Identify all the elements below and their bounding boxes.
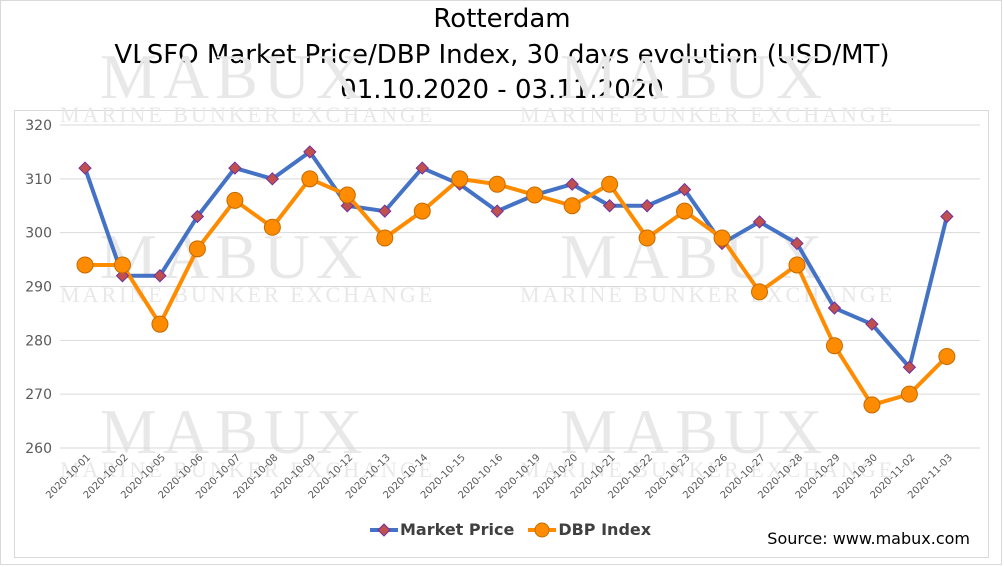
y-tick-label: 320	[25, 118, 52, 134]
watermark-tagline: MARINE BUNKER EXCHANGE	[60, 102, 435, 127]
market-price-point	[752, 215, 767, 229]
y-tick-label: 270	[25, 387, 52, 403]
gridlines	[60, 124, 980, 449]
watermark-brand: MABUX	[560, 396, 828, 467]
watermark-brand: MABUX	[560, 41, 828, 112]
market-price-point	[865, 317, 879, 331]
dbp-index-point	[226, 191, 244, 209]
series-line-dbp-index	[85, 176, 949, 407]
dbp-index-point	[488, 175, 506, 193]
market-price-point	[490, 204, 504, 218]
dbp-index-point	[638, 229, 656, 247]
dbp-index-point	[376, 229, 394, 247]
market-price-point	[378, 204, 392, 218]
dbp-index-point	[451, 170, 469, 188]
market-price-point	[415, 161, 429, 175]
market-price-point	[902, 360, 917, 374]
dbp-index-point	[113, 256, 131, 274]
series-line-market-price	[83, 149, 949, 370]
y-tick-label: 260	[25, 441, 52, 457]
market-price-point	[602, 199, 617, 213]
market-price-point	[153, 269, 167, 283]
source-credit: Source: www.mabux.com	[767, 529, 970, 548]
market-price-point	[790, 236, 804, 251]
market-price-point	[190, 209, 205, 224]
watermark-tagline: MARINE BUNKER EXCHANGE	[520, 102, 895, 127]
watermark-brand: MABUX	[100, 41, 368, 112]
legend-market-price-swatch	[370, 522, 398, 537]
series-lines	[83, 149, 949, 407]
legend: Market Price DBP Index	[370, 520, 651, 539]
market-price-point	[640, 199, 654, 213]
dbp-index-point	[263, 218, 281, 236]
dbp-index-point	[601, 175, 619, 193]
legend-dbp-index-swatch	[528, 522, 557, 537]
market-price-point	[940, 209, 954, 224]
legend-dbp-index-label: DBP Index	[558, 520, 652, 539]
market-price-point	[827, 301, 842, 315]
y-tick-label: 310	[25, 172, 52, 188]
y-tick-label: 300	[25, 226, 52, 242]
dbp-index-point	[301, 170, 319, 188]
dbp-index-point	[863, 396, 881, 414]
dbp-index-point	[526, 186, 544, 204]
dbp-index-point	[788, 256, 806, 274]
chart-title-line-1: Rotterdam	[433, 4, 571, 34]
market-price-point	[565, 177, 579, 191]
legend-market-price-label: Market Price	[400, 520, 515, 539]
dbp-index-point	[938, 347, 956, 365]
watermark-tagline: MARINE BUNKER EXCHANGE	[60, 282, 435, 307]
y-tick-label: 280	[25, 333, 52, 349]
dbp-index-point	[751, 283, 769, 301]
dbp-index-point	[338, 186, 356, 204]
dbp-index-point	[188, 240, 206, 258]
legend-item-market-price: Market Price	[370, 520, 514, 539]
dbp-index-point	[676, 202, 694, 220]
dbp-index-point	[563, 197, 581, 215]
watermark-tagline: MARINE BUNKER EXCHANGE	[520, 282, 895, 307]
dbp-index-point	[76, 256, 94, 274]
legend-item-dbp-index: DBP Index	[528, 520, 651, 539]
plot-area	[14, 110, 989, 558]
watermark-tagline: MARINE BUNKER EXCHANGE	[520, 457, 895, 482]
watermark-tagline: MARINE BUNKER EXCHANGE	[60, 457, 435, 482]
series-markers	[76, 145, 956, 414]
market-price-point	[78, 161, 92, 175]
dbp-index-point	[413, 202, 431, 220]
chart-title-line-3: 01.10.2020 - 03.11.2020	[340, 75, 664, 105]
watermark-brand: MABUX	[100, 396, 368, 467]
chart-title-line-2: VLSFO Market Price/DBP Index, 30 days ev…	[114, 40, 890, 70]
market-price-point	[265, 172, 280, 186]
y-axis-labels: 260 270 280 290 300 310 320	[25, 118, 52, 457]
market-price-point	[677, 182, 692, 197]
y-tick-label: 290	[25, 280, 52, 296]
market-price-point	[228, 161, 242, 175]
dbp-index-point	[713, 229, 731, 247]
dbp-index-point	[151, 315, 169, 333]
dbp-index-point	[825, 337, 843, 355]
market-price-point	[303, 145, 317, 159]
dbp-index-point	[900, 385, 918, 403]
